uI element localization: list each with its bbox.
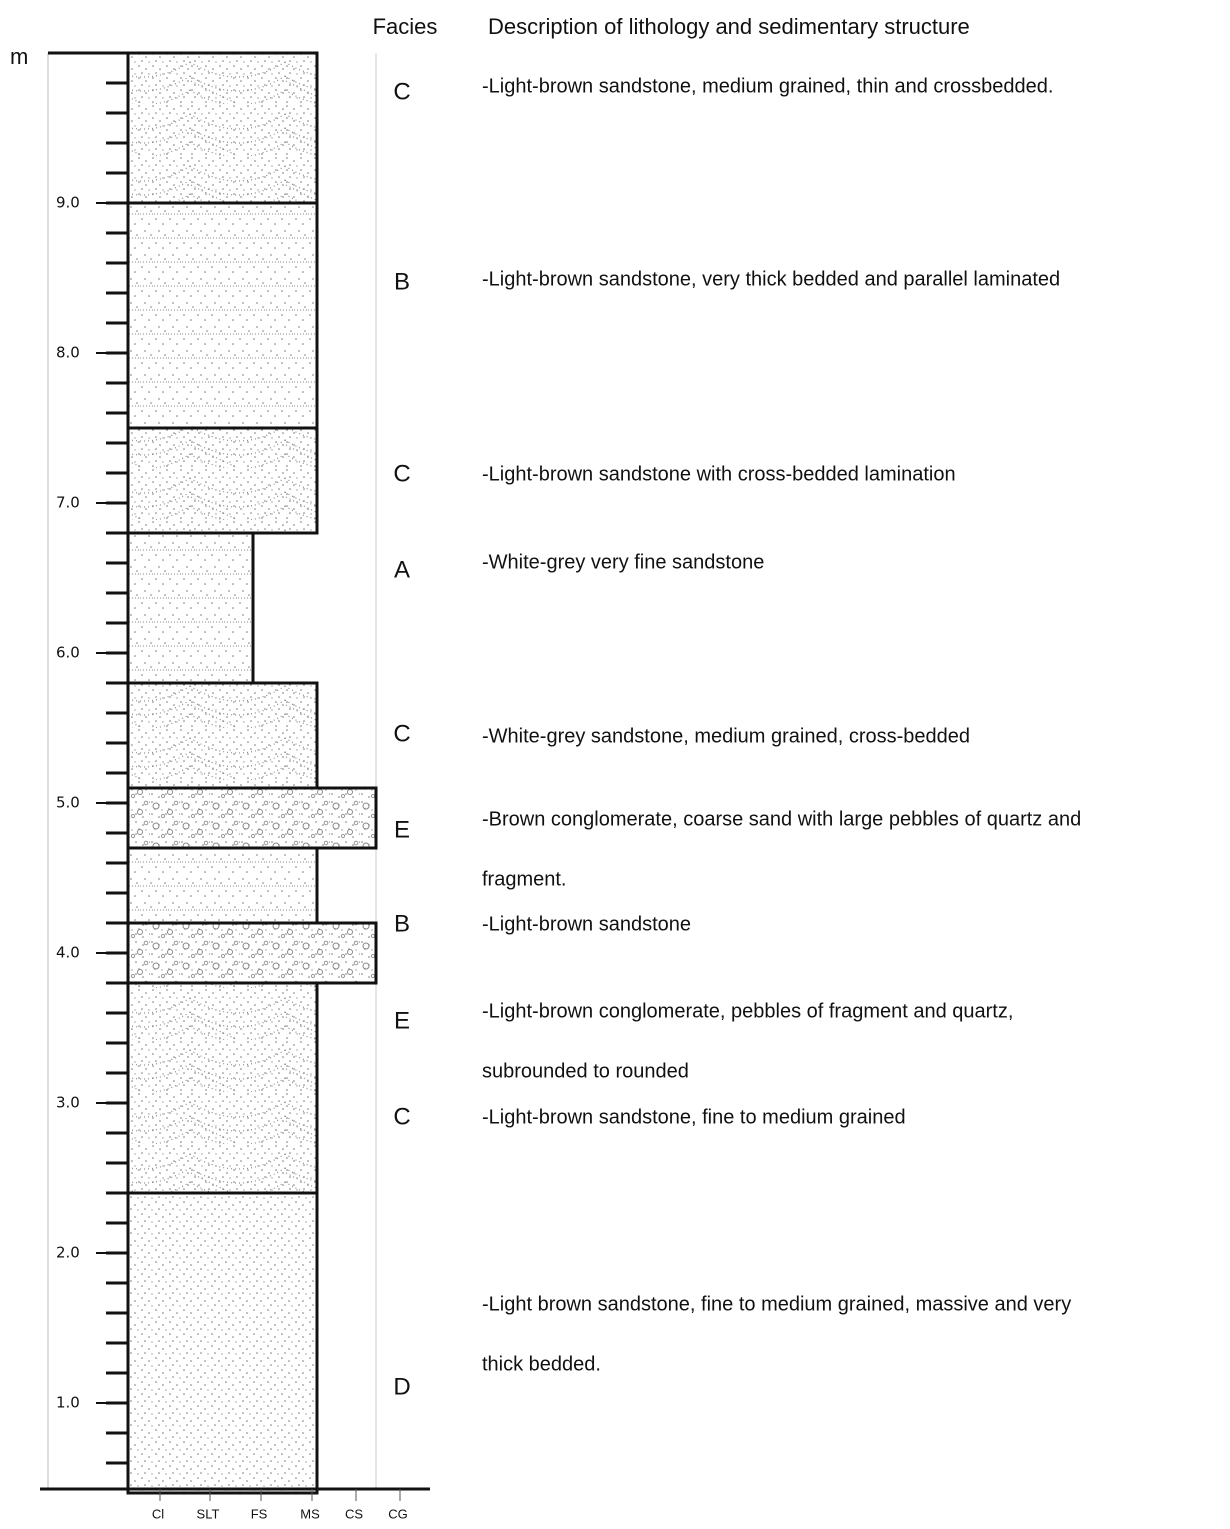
description: -White-grey very fine sandstone [482,551,764,573]
depth-label: 2.0 [56,1244,80,1262]
layer [128,533,253,683]
description: -White-grey sandstone, medium grained, c… [482,725,970,747]
grain-label: CS [345,1506,363,1521]
facies-label: C [393,78,410,105]
facies-label: C [393,1103,410,1130]
description: -Light-brown sandstone, very thick bedde… [482,268,1060,290]
facies-label: B [394,268,410,295]
facies-label: D [393,1373,410,1400]
description: -Light-brown sandstone, medium grained, … [482,75,1053,97]
layer [128,923,376,983]
facies-label: E [394,1007,410,1034]
layer [128,53,317,203]
depth-label: 4.0 [56,944,80,962]
layer [128,788,376,848]
facies-header: Facies [373,14,438,39]
description: -Light-brown conglomerate, pebbles of fr… [482,1000,1013,1022]
description: -Light-brown sandstone, fine to medium g… [482,1106,906,1128]
description-header: Description of lithology and sedimentary… [488,14,970,39]
facies-label: E [394,816,410,843]
depth-label: 5.0 [56,794,80,812]
description: -Light brown sandstone, fine to medium g… [482,1293,1071,1315]
depth-label: 9.0 [56,194,80,212]
stratigraphic-column: Facies Description of lithology and sedi… [0,0,1230,1529]
facies-label: A [394,556,410,583]
layer [128,1193,317,1493]
grain-label: SLT [197,1506,220,1521]
axis-unit: m [10,44,28,69]
description: subrounded to rounded [482,1060,689,1082]
layer [128,983,317,1193]
description: -Light-brown sandstone [482,913,691,935]
description: thick bedded. [482,1353,601,1375]
depth-label: 8.0 [56,344,80,362]
layer [128,848,317,923]
grain-label: CG [388,1506,408,1521]
description: fragment. [482,868,566,890]
layer [128,203,317,428]
grain-label: Cl [152,1506,164,1521]
description: -Light-brown sandstone with cross-bedded… [482,463,956,485]
description: -Brown conglomerate, coarse sand with la… [482,808,1081,830]
facies-label: C [393,720,410,747]
depth-label: 3.0 [56,1094,80,1112]
facies-label: C [393,460,410,487]
depth-label: 6.0 [56,644,80,662]
grain-label: MS [300,1506,320,1521]
layer [128,683,317,788]
depth-label: 7.0 [56,494,80,512]
layer [128,428,317,533]
grain-label: FS [251,1506,268,1521]
facies-label: B [394,910,410,937]
depth-label: 1.0 [56,1394,80,1412]
